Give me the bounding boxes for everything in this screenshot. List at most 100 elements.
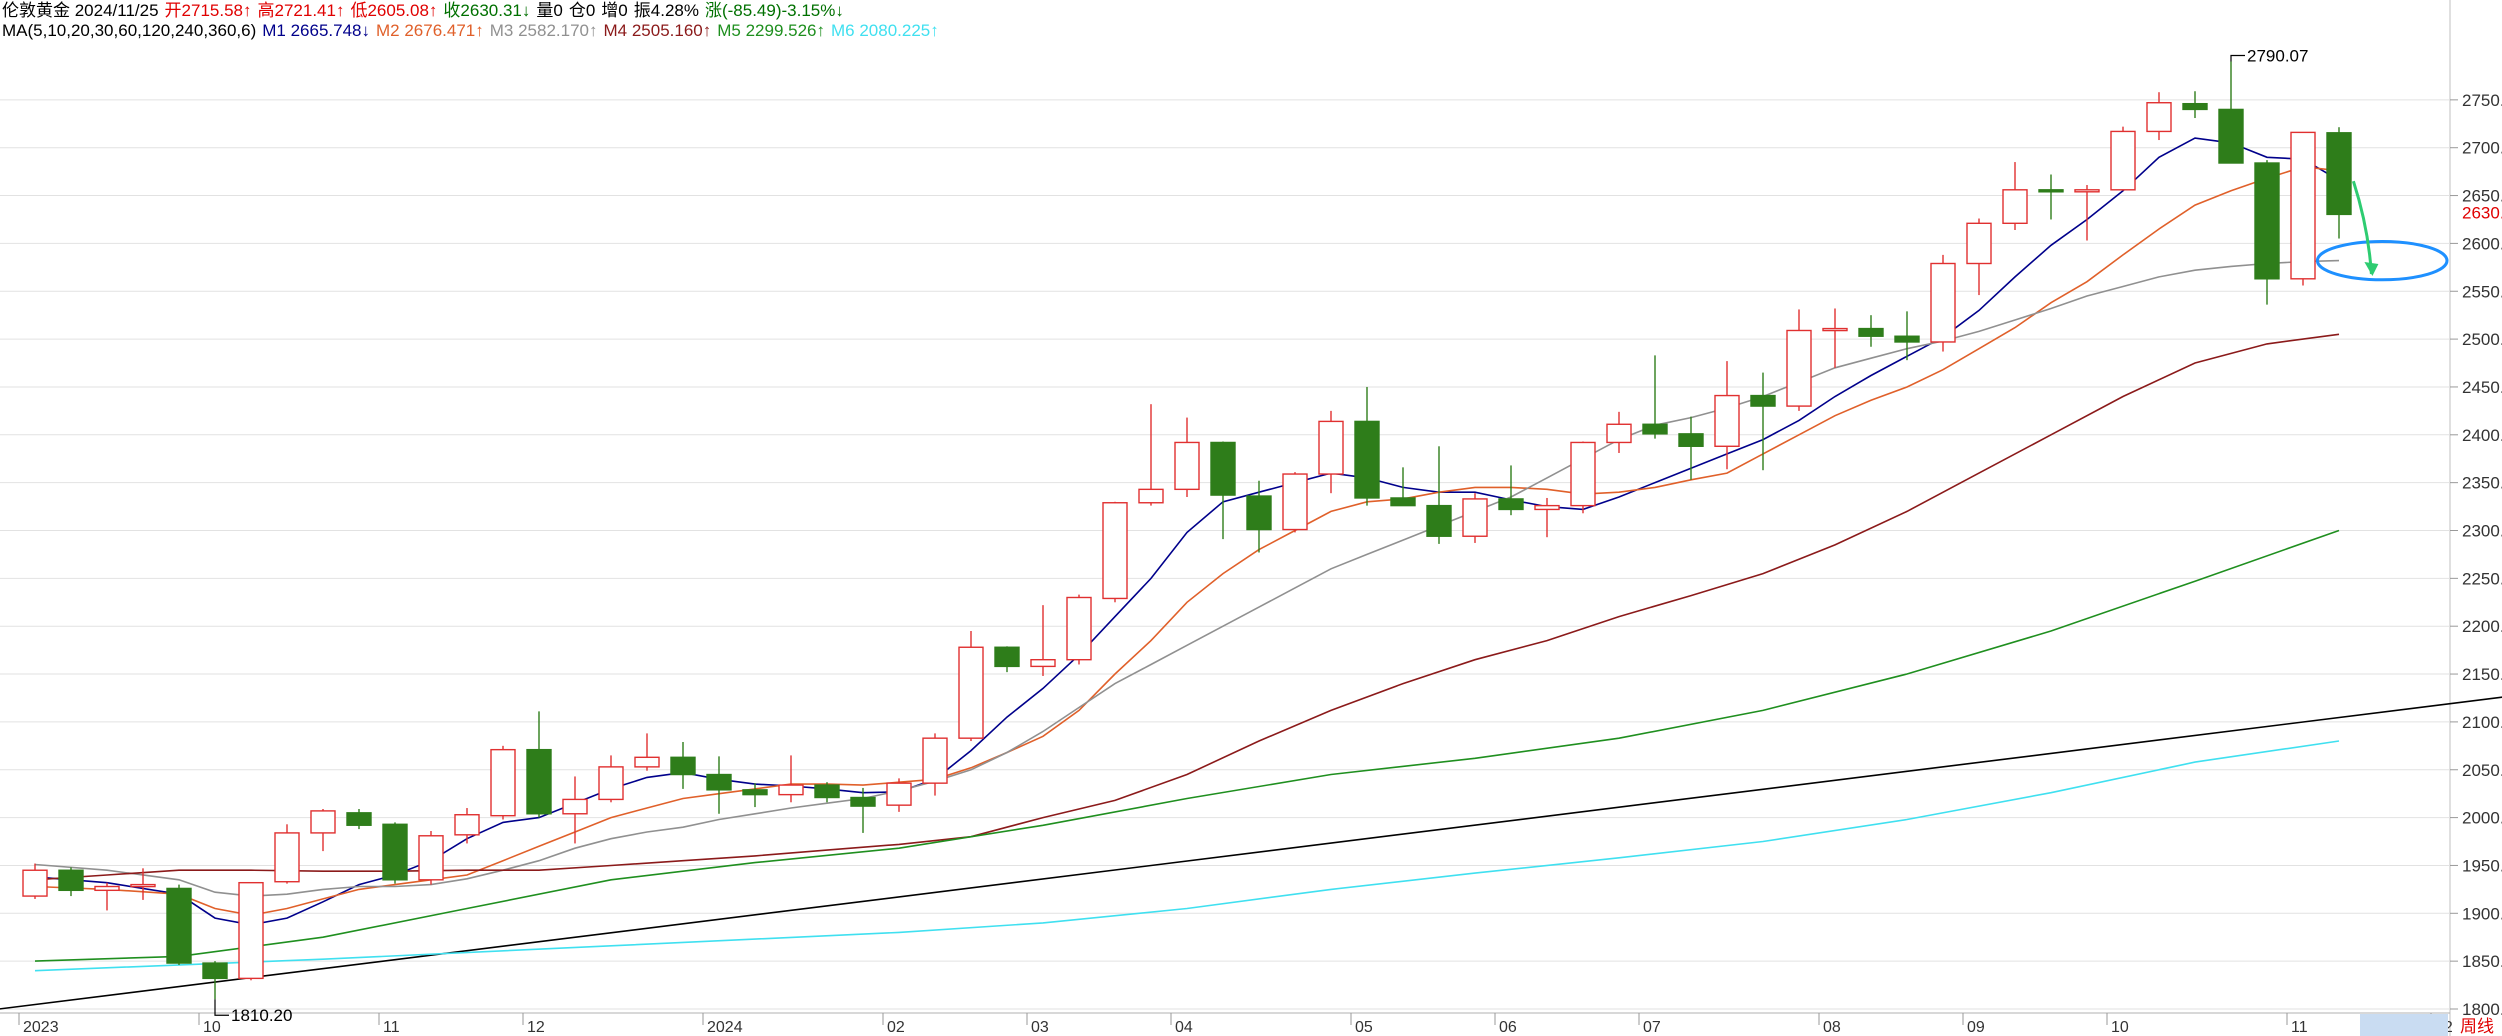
quote-field-4: 收2630.31↓ [443,1,531,20]
candle-body [2038,189,2064,193]
y-tick-label: 2700.00 [2462,139,2502,158]
candle-body [1390,497,1416,507]
forecast-arrow-head [2364,262,2379,277]
candle-body [1282,473,1308,531]
candle-body [562,798,588,815]
y-tick-label: 2300.00 [2462,522,2502,541]
quote-field-1: 开2715.58↑ [164,1,252,20]
high-marker-label: 2790.07 [2247,47,2308,66]
candle-body [418,835,444,881]
candle-body [22,869,48,897]
candle-body [2002,189,2028,225]
y-tick-label: 2500.00 [2462,330,2502,349]
candle-body [1426,504,1452,537]
candle-body [1786,329,1812,407]
candle-body [2074,189,2100,193]
highlight-ellipse [2315,239,2449,282]
period-label: 周线 [2460,1017,2494,1036]
candle-body [1714,394,1740,447]
x-tick-label: 05 [1355,1019,1373,1036]
current-price-label: 2630.3 [2462,203,2502,222]
ma-legend-item-0: MA(5,10,20,30,60,120,240,360,6) [2,21,257,40]
candle-body [634,756,660,768]
candle-body [1102,502,1128,600]
candle-body [346,812,372,826]
candle-body [1750,394,1776,407]
candle-body [1498,498,1524,511]
candle-body [994,646,1020,668]
candle-body [670,756,696,776]
high-marker-line [2230,54,2245,62]
quote-field-3: 低2605.08↑ [350,1,438,20]
candle-body [742,789,768,796]
candle-body [526,748,552,815]
candle-body [1534,504,1560,511]
x-tick-label: 07 [1643,1019,1661,1036]
candle-body [454,814,480,836]
y-tick-label: 2050.00 [2462,761,2502,780]
candle-body [202,962,228,980]
y-tick-label: 2000.00 [2462,809,2502,828]
ma-legend-item-4: M4 2505.160↑ [603,21,712,40]
candle-body [1858,327,1884,337]
candle-body [922,737,948,784]
candle-body [94,885,120,892]
candle-body [2254,162,2280,280]
candle-body [1066,596,1092,661]
quote-field-0: 伦敦黄金 2024/11/25 [2,1,159,20]
y-tick-label: 2600.00 [2462,234,2502,253]
candle-body [958,646,984,739]
candle-body [1030,658,1056,668]
candle-body [1894,335,1920,343]
candle-body [598,766,624,801]
candle-body [1678,433,1704,447]
x-tick-label: 11 [2291,1019,2308,1036]
y-tick-label: 2200.00 [2462,617,2502,636]
ma-line-m6 [34,740,2340,972]
quote-field-8: 振4.28% [633,1,699,20]
candle-body [310,810,336,834]
candle-body [1174,441,1200,491]
x-tick-label: 02 [887,1019,905,1036]
x-tick-label: 10 [2111,1019,2129,1036]
candle-body [706,773,732,791]
candle-body [1606,423,1632,444]
candle-body [2146,102,2172,133]
candle-body [1246,495,1272,531]
candle-body [1318,420,1344,475]
quote-info-line: 伦敦黄金 2024/11/25 开2715.58↑ 高2721.41↑ 低2605.0… [2,1,850,21]
x-tick-label: 2024 [707,1019,743,1036]
candle-body [850,796,876,807]
candle-body [1210,441,1236,496]
candle-body [814,784,840,799]
low-marker-line [214,999,229,1016]
ma-legend-item-3: M3 2582.170↑ [489,21,598,40]
ma-legend-item-1: M1 2665.748↓ [262,21,370,40]
candle-body [1642,423,1668,435]
ma-legend-item-2: M2 2676.471↑ [376,21,484,40]
candle-body [2218,108,2244,164]
trend-line [0,696,2502,1010]
candle-body [1822,327,1848,332]
x-tick-label: 12 [527,1019,545,1036]
y-tick-label: 2750.00 [2462,91,2502,110]
candle-body [1462,498,1488,537]
ma-line-m1 [34,137,2340,926]
quote-field-2: 高2721.41↑ [257,1,345,20]
candle-body [1930,262,1956,343]
moving-average-legend: MA(5,10,20,30,60,120,240,360,6) M1 2665.7… [2,21,945,41]
candle-body [166,887,192,964]
quote-field-9: 涨(-85.49)-3.15%↓ [704,1,844,20]
y-tick-label: 2400.00 [2462,426,2502,445]
ma-legend-item-6: M6 2080.225↑ [831,21,939,40]
quote-field-6: 仓0 [568,1,596,20]
y-tick-label: 2250.00 [2462,569,2502,588]
y-tick-label: 2100.00 [2462,713,2502,732]
period-box [2360,1014,2448,1036]
quote-field-7: 增0 [601,1,628,20]
y-tick-label: 1850.00 [2462,952,2502,971]
candle-body [490,748,516,817]
candle-body [1570,441,1596,507]
